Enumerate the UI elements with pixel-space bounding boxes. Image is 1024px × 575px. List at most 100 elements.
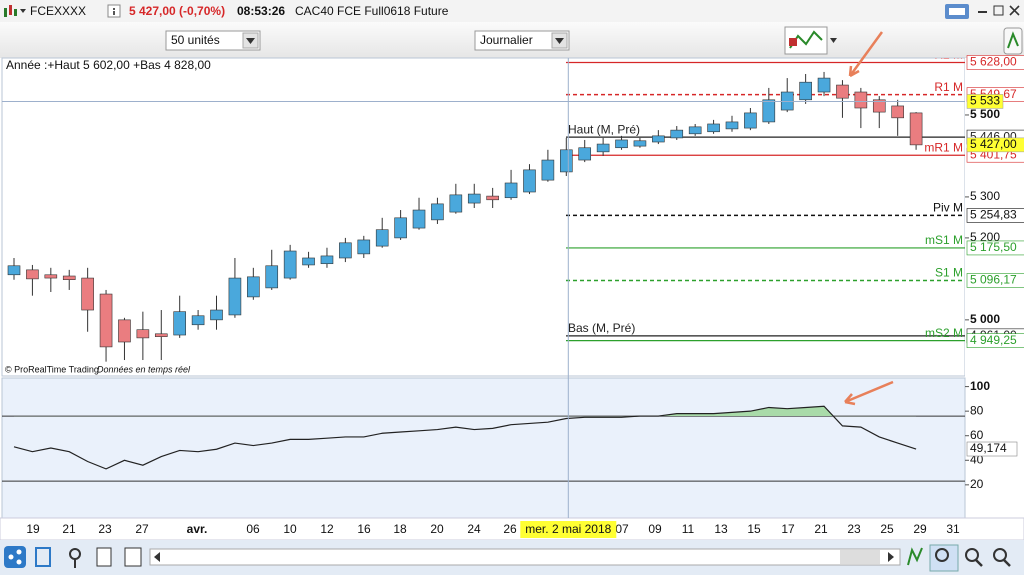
period-value: Journalier <box>480 33 533 47</box>
realtime-note: Données en temps réel <box>97 364 191 374</box>
x-tick-label: 10 <box>283 522 297 536</box>
candle-body <box>247 276 260 298</box>
annotation-arrow <box>844 380 894 406</box>
indicator-plot <box>2 405 965 482</box>
candle-body <box>228 277 242 316</box>
side-tool[interactable] <box>1003 27 1023 55</box>
symbol: FCEXXXX <box>30 4 86 18</box>
price-panel <box>1 57 966 377</box>
x-tick-label: 09 <box>648 522 662 536</box>
instrument: CAC40 FCE Full0618 Future <box>295 4 449 18</box>
indicator-tag <box>966 441 1018 457</box>
x-tick-label: 07 <box>615 522 629 536</box>
x-tick-label: 11 <box>682 522 695 536</box>
candle-body <box>154 333 168 337</box>
price-change: 5 427,00 (-0,70%) <box>129 4 225 18</box>
level-name: mS1 M <box>925 233 963 247</box>
candle-body <box>854 91 868 109</box>
candle-body <box>799 81 812 101</box>
x-tick-label: 23 <box>98 522 112 536</box>
scrollbar[interactable] <box>149 548 901 566</box>
candle-body <box>688 126 702 135</box>
units-value: 50 unités <box>171 33 220 47</box>
candle-body <box>375 229 389 247</box>
menu-arrow[interactable] <box>20 9 26 13</box>
indicator-tag-label: 49,174 <box>970 441 1007 455</box>
candle-body <box>320 255 334 265</box>
level-tag <box>966 240 1024 256</box>
level-tag-label: 5 628,00 <box>970 55 1017 69</box>
level-name: Haut (M, Pré) <box>568 122 640 136</box>
level-tag <box>966 273 1024 288</box>
indicator-button[interactable] <box>784 26 837 55</box>
y-tick-label: 100 <box>970 379 990 393</box>
info-glyph <box>113 8 115 10</box>
zoom-icons[interactable] <box>907 544 1011 572</box>
x-tick-label: 21 <box>814 522 828 536</box>
x-tick-label: 15 <box>747 522 761 536</box>
candle-body <box>541 159 555 181</box>
x-tick-label: 24 <box>467 522 481 536</box>
candle-body <box>909 112 923 146</box>
candle-body <box>707 123 720 133</box>
annotation-arrow <box>848 31 884 78</box>
candle-body <box>357 239 371 255</box>
candle-body <box>762 99 776 123</box>
crosshair-date-tag <box>520 521 617 538</box>
level-tag <box>966 208 1024 223</box>
year-range: Année :+Haut 5 602,00 +Bas 4 828,00 <box>6 58 211 72</box>
candle-body <box>486 195 499 201</box>
minimize-button[interactable] <box>978 11 987 13</box>
period-dropdown[interactable] <box>474 30 570 51</box>
candle-body <box>191 315 205 326</box>
y-tick-label: 5 300 <box>970 189 1000 203</box>
level-tag <box>966 333 1024 348</box>
candle-body <box>596 143 610 153</box>
indicator-panel <box>1 377 966 519</box>
level-tag <box>966 55 1024 70</box>
candle-body <box>339 242 352 259</box>
candle-body <box>118 319 131 343</box>
maximize-button[interactable] <box>993 5 1004 16</box>
x-tick-label: 25 <box>880 522 894 536</box>
candle-body <box>81 277 94 311</box>
x-tick-label: 20 <box>430 522 444 536</box>
level-name: Piv M <box>933 201 963 215</box>
x-tick-label: 18 <box>393 522 407 536</box>
x-tick-label: 27 <box>135 522 149 536</box>
title-bar <box>0 0 1024 22</box>
candle-body <box>872 99 886 113</box>
keyboard-glyph <box>949 8 965 15</box>
candle-body <box>817 77 831 93</box>
x-tick-label: 29 <box>913 522 927 536</box>
candle-body <box>265 265 279 289</box>
units-dropdown[interactable] <box>165 30 261 51</box>
candle-body <box>431 203 444 221</box>
info-glyph <box>113 11 115 15</box>
candle-body <box>210 309 223 321</box>
copyright: © ProRealTime Trading <box>5 364 99 374</box>
candle-body <box>559 149 573 173</box>
y-tick-label: 20 <box>970 477 984 491</box>
x-tick-label: 19 <box>26 522 40 536</box>
candle-body <box>633 140 647 147</box>
candle-body <box>652 135 665 143</box>
candle-body <box>136 329 150 339</box>
candle-body <box>44 274 58 279</box>
y-tick-label: 5 500 <box>970 107 1000 121</box>
close-button[interactable] <box>1009 5 1020 16</box>
candle-body <box>7 265 21 276</box>
chart-icon <box>4 5 17 17</box>
candle-body <box>412 209 426 229</box>
crosshair-date: mer. 2 mai 2018 <box>525 522 611 536</box>
crosshair-tag <box>966 94 1004 109</box>
candle-body <box>891 105 904 119</box>
toolbar-icons[interactable] <box>4 546 142 568</box>
level-name: R2 M <box>934 48 963 62</box>
y-tick-label: 5 200 <box>970 230 1000 244</box>
candle-body <box>449 194 463 213</box>
candle-body <box>99 293 113 348</box>
